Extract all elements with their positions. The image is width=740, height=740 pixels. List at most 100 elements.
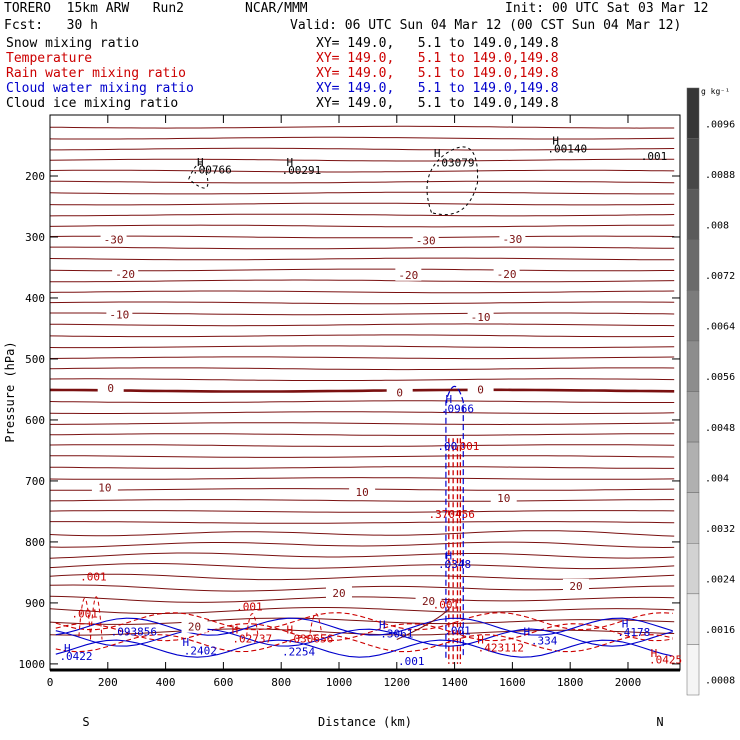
colorbar-label: .0072	[705, 271, 735, 282]
label-bg	[467, 309, 494, 323]
x-tick-label: 1800	[557, 676, 584, 689]
maximum-value-label: .0422	[59, 650, 92, 663]
isotherm-label: 20	[569, 580, 582, 593]
maximum-h-marker: H	[552, 135, 559, 148]
label-bg	[91, 480, 118, 494]
isotherm-line	[49, 213, 675, 217]
isotherm-line	[49, 367, 675, 371]
y-tick-label: 600	[25, 414, 45, 427]
label-bg	[349, 484, 376, 498]
snow-contour	[188, 163, 209, 189]
maximum-value-label: .0348	[438, 558, 471, 571]
isotherm-line	[49, 235, 675, 239]
colorbar-label: .0064	[705, 322, 735, 333]
maximum-value-label: .02737	[232, 632, 272, 645]
isotherm-line	[49, 499, 675, 502]
isotherm-line	[50, 147, 675, 151]
isotherm-line	[49, 607, 675, 614]
x-tick-label: 1200	[384, 676, 411, 689]
maximum-value-label: .001	[80, 571, 107, 584]
cloud-water-plume	[445, 385, 464, 658]
isotherm-line	[49, 136, 675, 140]
isotherm-label: -10	[109, 308, 129, 321]
isotherm-line	[50, 422, 675, 426]
isotherm-line	[49, 388, 675, 393]
x-tick-label: 200	[98, 676, 118, 689]
label-bg	[106, 307, 133, 321]
maximum-value-label: .334	[531, 635, 558, 648]
label-bg	[490, 491, 517, 505]
x-tick-label: 2000	[615, 676, 642, 689]
init-time: Init: 00 UTC Sat 03 Mar 12	[505, 1, 709, 16]
model-title: TORERO 15km ARW Run2	[4, 1, 185, 16]
label-bg	[97, 381, 124, 395]
field-xy-temperature: XY= 149.0, 5.1 to 149.0,149.8	[316, 51, 559, 66]
isotherm-label: 10	[355, 486, 368, 499]
maximum-value-label: .00140	[547, 143, 587, 156]
rain-cell	[246, 613, 259, 637]
maximum-h-marker: H	[64, 642, 71, 655]
isotherm-label: 0	[477, 383, 484, 396]
y-axis-label: Pressure (hPa)	[3, 341, 17, 442]
isotherm-line	[49, 573, 675, 581]
maximum-h-marker: H	[197, 156, 204, 169]
maximum-h-marker: H	[183, 636, 190, 649]
colorbar-label: .0096	[705, 119, 735, 130]
isotherm-label: 10	[497, 492, 510, 505]
isotherm-line	[49, 290, 675, 294]
colorbar-label: .0056	[705, 372, 735, 383]
maximum-h-marker: H	[445, 393, 452, 406]
colorbar-unit: g kg⁻¹	[701, 87, 730, 96]
maximum-value-label: .00766	[192, 163, 232, 176]
label-bg	[325, 586, 352, 600]
forecast-hour: Fcst: 30 h	[4, 18, 98, 33]
label-bg	[395, 267, 422, 281]
sfc-isotherm	[396, 608, 450, 640]
axis-ticks: 0 200 400 600 800 1000 1200 1400 1600 1800 2000200…	[19, 115, 680, 689]
x-tick-label: 400	[156, 676, 176, 689]
y-tick-label: 500	[25, 353, 45, 366]
isotherm-line	[49, 378, 675, 381]
maximum-value-label: .00291	[282, 164, 322, 177]
colorbar-bin	[686, 290, 700, 342]
isotherm-label: -20	[398, 269, 418, 282]
colorbar-label: .004	[705, 473, 729, 484]
maximum-value-label: .370456	[429, 508, 475, 521]
colorbar-label: .0024	[705, 575, 735, 586]
isotherm-line	[50, 180, 675, 184]
isotherm-line	[49, 530, 675, 537]
isotherm-label: -30	[104, 233, 124, 246]
label-bg	[412, 233, 439, 247]
isotherm-line	[49, 400, 675, 403]
y-tick-label: 700	[25, 475, 45, 488]
isotherm-line	[49, 202, 675, 206]
isotherm-label: -20	[497, 268, 517, 281]
y-tick-label: 900	[25, 597, 45, 610]
isotherm-label: 0	[396, 387, 403, 400]
isotherm-line	[50, 246, 675, 250]
x-tick-label: 1400	[441, 676, 468, 689]
isotherm-line	[49, 411, 675, 414]
x-tick-label: 600	[213, 676, 233, 689]
label-bg	[415, 594, 442, 608]
maximum-h-marker: H	[524, 626, 531, 639]
maximum-value-label: .001	[398, 655, 425, 668]
field-name-cloud-water: Cloud water mixing ratio	[6, 81, 194, 96]
isotherm-line	[49, 444, 675, 447]
x-axis-label: Distance (km)	[318, 715, 412, 729]
y-tick-label: 300	[25, 231, 45, 244]
moisture-contours	[55, 146, 673, 664]
maximum-h-marker: H	[477, 634, 484, 647]
colorbar-label: .0032	[705, 524, 735, 535]
maximum-value-label: .2402	[184, 644, 217, 657]
isotherm-line	[49, 510, 675, 513]
x-tick-label: 800	[271, 676, 291, 689]
temperature-contours	[49, 125, 675, 636]
isotherm-line	[49, 158, 675, 162]
colorbar-bin	[686, 441, 700, 493]
maximum-h-marker: H	[622, 618, 629, 631]
colorbar-bin	[686, 340, 700, 392]
x-tick-label: 1600	[499, 676, 526, 689]
isotherm-line	[49, 268, 675, 272]
